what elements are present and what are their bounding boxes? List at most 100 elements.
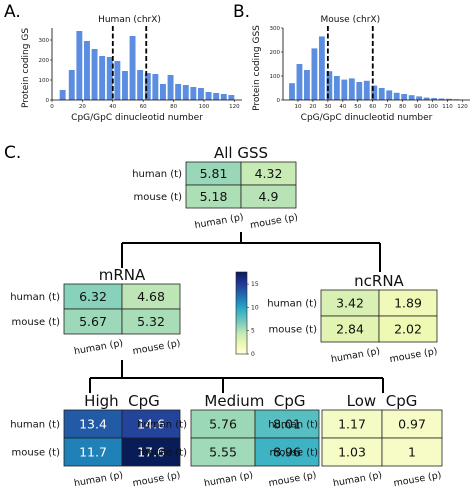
heatmap-cell xyxy=(190,437,256,467)
colorbar-scale xyxy=(235,271,248,355)
row-label: mouse (t) xyxy=(12,448,61,459)
heatmap-cell xyxy=(321,437,383,467)
x-tick-label: 100 xyxy=(199,104,210,110)
panel-label-c: C. xyxy=(4,143,21,163)
row-label: mouse (t) xyxy=(270,448,319,459)
bar xyxy=(152,74,159,100)
heatmap-cell xyxy=(321,409,383,439)
y-axis-label: Protein coding GSS xyxy=(252,25,262,111)
heatmap-title: High CpG xyxy=(84,392,160,410)
row-label: mouse (t) xyxy=(12,317,61,328)
cell-value: 1.89 xyxy=(394,296,422,311)
col-label: human (p) xyxy=(203,470,254,489)
heatmap-all-gss: All GSS 5.81 4.32 5.18 4.9 human (t) mouse (t)… xyxy=(132,144,299,231)
cell-value: 1.17 xyxy=(338,417,366,432)
bar xyxy=(416,96,423,100)
heatmap-cell xyxy=(320,289,380,317)
cell-value: 3.42 xyxy=(336,296,364,311)
bar xyxy=(220,94,227,100)
row-label: human (t) xyxy=(132,169,182,180)
cell-value: 13.4 xyxy=(79,417,107,432)
heatmap-cell xyxy=(121,283,181,310)
bar xyxy=(386,90,393,100)
heatmap-title: mRNA xyxy=(99,266,146,284)
x-tick-label: 60 xyxy=(369,104,376,110)
bar xyxy=(76,31,83,100)
heatmap-title: Medium CpG xyxy=(204,392,305,410)
x-tick-label: 80 xyxy=(399,104,406,110)
cell-value: 5.55 xyxy=(209,445,237,460)
bar xyxy=(167,75,174,100)
x-tick-label: 120 xyxy=(229,104,240,110)
cell-value: 0.97 xyxy=(398,417,426,432)
col-label: human (p) xyxy=(73,470,124,489)
heatmap-ncrna: ncRNA 3.42 1.89 2.84 2.02 human (t) mouse (t) h… xyxy=(267,272,438,365)
bar xyxy=(121,71,128,100)
col-label: mouse (p) xyxy=(389,346,439,365)
y-tick-label: 200 xyxy=(39,58,50,64)
row-label: mouse (t) xyxy=(134,192,183,203)
bar-chart-human: 0 20 40 60 80 100 120 0 100 200 300 Human (chrX) CpG… xyxy=(21,15,242,123)
bar xyxy=(363,80,370,100)
y-tick-label: 100 xyxy=(39,78,50,84)
bar xyxy=(59,90,66,100)
bar xyxy=(197,88,204,100)
bar xyxy=(213,93,220,100)
bar xyxy=(431,98,438,100)
bar xyxy=(333,76,340,100)
bar xyxy=(289,83,295,100)
bar xyxy=(190,87,197,100)
x-tick-label: 40 xyxy=(339,104,346,110)
cell-value: 4.68 xyxy=(137,289,165,304)
heatmap-cell xyxy=(240,184,297,209)
cell-value: 14.6 xyxy=(137,417,165,432)
cell-value: 2.84 xyxy=(336,322,364,337)
heatmap-cell xyxy=(121,437,181,467)
x-tick-label: 40 xyxy=(109,104,116,110)
bar xyxy=(296,64,303,100)
row-label: human (t) xyxy=(10,292,60,303)
bar xyxy=(446,98,452,100)
bar xyxy=(311,48,318,100)
col-label: mouse (p) xyxy=(132,470,182,489)
cell-value: 8.01 xyxy=(273,417,301,432)
bar xyxy=(326,71,333,100)
y-axis-label: Protein coding GS xyxy=(21,28,31,108)
cell-value: 8.96 xyxy=(273,445,301,460)
x-tick-label: 20 xyxy=(79,104,86,110)
bar xyxy=(318,36,325,100)
bar xyxy=(205,92,212,100)
bar xyxy=(91,49,98,100)
heatmap-cell xyxy=(63,437,123,467)
heatmap-cell xyxy=(254,409,320,439)
panel-label-b: B. xyxy=(233,2,250,22)
colorbar-tick-label: 5 xyxy=(251,328,255,335)
heatmap-cell xyxy=(121,308,181,335)
cell-value: 17.6 xyxy=(137,445,165,460)
heatmap-cell xyxy=(378,289,438,317)
cell-value: 1.03 xyxy=(338,445,366,460)
y-tick-label: 0 xyxy=(277,98,281,104)
bar xyxy=(304,70,310,100)
x-tick-label: 90 xyxy=(414,104,421,110)
tree-connectors xyxy=(89,232,384,393)
row-label: mouse (t) xyxy=(139,448,188,459)
bar xyxy=(144,73,151,100)
x-tick-label: 80 xyxy=(170,104,177,110)
chart-title: Mouse (chrX) xyxy=(321,15,381,25)
cell-value: 4.32 xyxy=(255,166,283,181)
heatmap-title: Low CpG xyxy=(347,392,418,410)
bar xyxy=(356,82,363,100)
x-tick-label: 20 xyxy=(309,104,316,110)
x-axis-label: CpG/GpC dinucleotid number xyxy=(71,113,203,123)
x-tick-label: 120 xyxy=(457,104,468,110)
heatmap-cell xyxy=(63,283,123,310)
y-tick-label: 200 xyxy=(270,50,281,56)
heatmap-high-cpg: High CpG 13.4 14.6 11.7 17.6 human (t) mouse (… xyxy=(10,392,181,489)
heatmap-cell xyxy=(381,409,443,439)
bar xyxy=(106,57,113,100)
col-label: mouse (p) xyxy=(393,470,443,489)
row-label: human (t) xyxy=(268,420,318,431)
col-label: human (p) xyxy=(332,470,383,489)
